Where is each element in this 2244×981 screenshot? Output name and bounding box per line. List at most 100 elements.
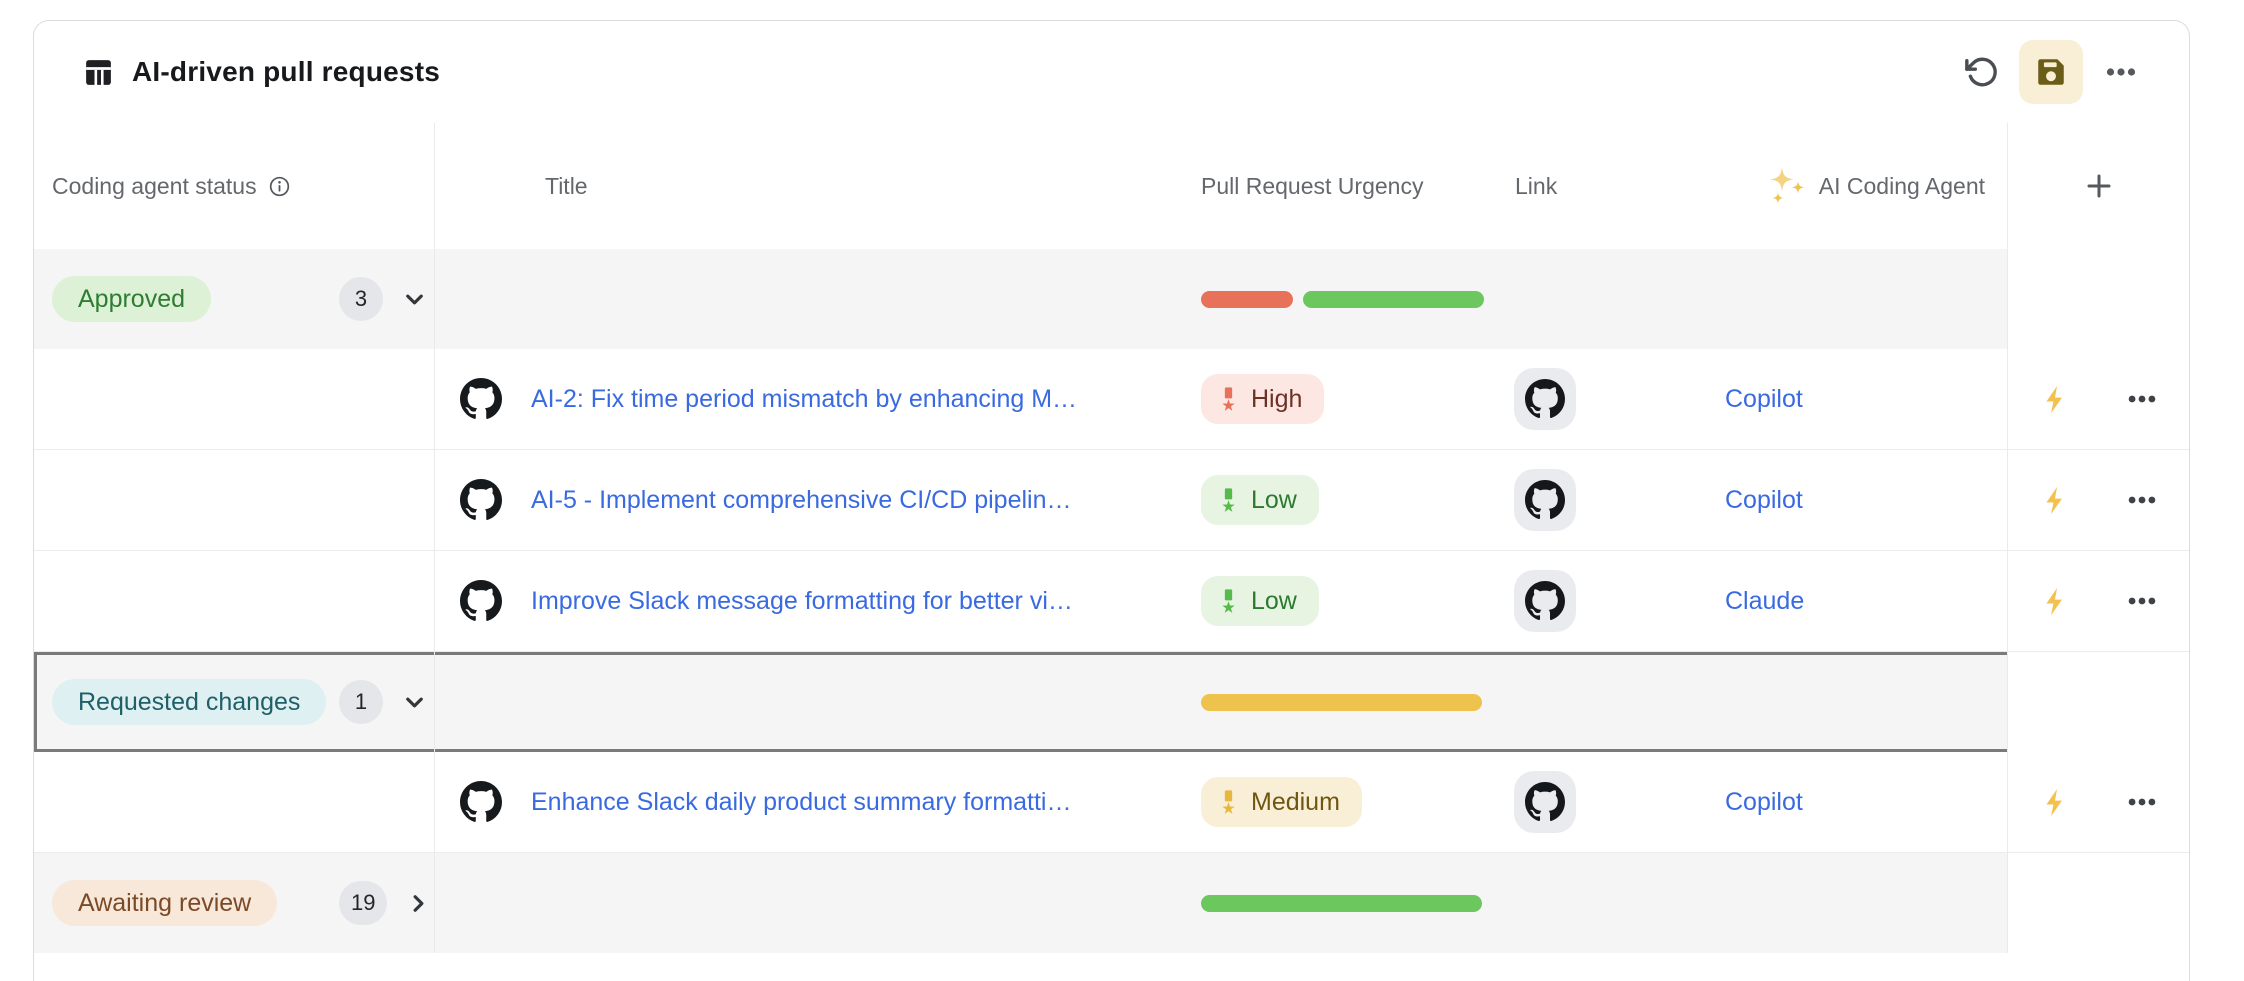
link-cell bbox=[1500, 752, 1625, 852]
table-row[interactable]: AI-2: Fix time period mismatch by enhanc… bbox=[34, 349, 2189, 450]
title-cell: AI-5 - Implement comprehensive CI/CD pip… bbox=[435, 450, 1185, 550]
row-menu-button[interactable] bbox=[2122, 379, 2162, 419]
link-cell bbox=[1500, 349, 1625, 449]
link-cell bbox=[1500, 450, 1625, 550]
agent-link[interactable]: Copilot bbox=[1725, 384, 1803, 413]
empty-cell bbox=[34, 752, 435, 852]
pr-title-link[interactable]: AI-5 - Implement comprehensive CI/CD pip… bbox=[531, 485, 1072, 514]
row-menu-button[interactable] bbox=[2122, 480, 2162, 520]
github-icon bbox=[1525, 581, 1565, 621]
group-row-approved[interactable]: Approved 3 bbox=[34, 249, 2189, 349]
column-header-agent[interactable]: AI Coding Agent bbox=[1625, 123, 2007, 249]
github-link-chip[interactable] bbox=[1513, 570, 1576, 632]
github-link-chip[interactable] bbox=[1513, 368, 1576, 430]
agent-link[interactable]: Copilot bbox=[1725, 485, 1803, 514]
table-row[interactable]: Enhance Slack daily product summary form… bbox=[34, 752, 2189, 853]
empty-cell bbox=[435, 652, 1185, 752]
urgency-summary-cell bbox=[1185, 853, 1500, 953]
column-header-status[interactable]: Coding agent status bbox=[34, 123, 435, 249]
urgency-cell[interactable]: High bbox=[1185, 349, 1500, 449]
row-actions-cell bbox=[2007, 551, 2189, 651]
table-menu-button[interactable] bbox=[2093, 44, 2149, 100]
agent-cell: Copilot bbox=[1625, 450, 2007, 550]
table-row[interactable]: Improve Slack message formatting for bet… bbox=[34, 551, 2189, 652]
github-icon bbox=[1525, 379, 1565, 419]
column-header-link-label: Link bbox=[1515, 172, 1558, 199]
group-count: 1 bbox=[339, 680, 383, 724]
row-action-button[interactable] bbox=[2036, 379, 2076, 419]
github-icon bbox=[460, 378, 502, 420]
urgency-cell[interactable]: Medium bbox=[1185, 752, 1500, 852]
github-icon bbox=[460, 479, 502, 521]
card-header: AI-driven pull requests bbox=[34, 21, 2189, 123]
column-header-title-label: Title bbox=[545, 172, 588, 199]
group-status-cell: Approved 3 bbox=[34, 249, 435, 349]
empty-cell bbox=[435, 249, 1185, 349]
undo-button[interactable] bbox=[1953, 44, 2009, 100]
ellipsis-icon bbox=[2125, 584, 2159, 618]
empty-cell bbox=[34, 349, 435, 449]
agent-link[interactable]: Claude bbox=[1725, 586, 1805, 615]
pr-title-link[interactable]: AI-2: Fix time period mismatch by enhanc… bbox=[531, 384, 1078, 413]
urgency-badge: High bbox=[1201, 374, 1325, 424]
pr-title-link[interactable]: Improve Slack message formatting for bet… bbox=[531, 586, 1073, 615]
urgency-badge: Low bbox=[1201, 576, 1319, 626]
ellipsis-icon bbox=[2125, 785, 2159, 819]
column-header-row: Coding agent status Title Pull Request U… bbox=[34, 123, 2189, 249]
lightning-icon bbox=[2040, 384, 2071, 415]
row-actions-cell bbox=[2007, 752, 2189, 852]
column-header-link[interactable]: Link bbox=[1500, 123, 1625, 249]
urgency-badge: Low bbox=[1201, 475, 1319, 525]
title-cell: AI-2: Fix time period mismatch by enhanc… bbox=[435, 349, 1185, 449]
link-cell bbox=[1500, 551, 1625, 651]
status-badge-approved: Approved bbox=[52, 276, 212, 322]
header-actions bbox=[1953, 40, 2149, 104]
column-header-urgency-label: Pull Request Urgency bbox=[1201, 172, 1424, 199]
group-row-awaiting-review[interactable]: Awaiting review 19 bbox=[34, 853, 2189, 953]
urgency-distribution-bar bbox=[1201, 290, 1293, 308]
title-cell: Improve Slack message formatting for bet… bbox=[435, 551, 1185, 651]
pr-title-link[interactable]: Enhance Slack daily product summary form… bbox=[531, 787, 1072, 816]
column-header-title[interactable]: Title bbox=[435, 123, 1185, 249]
group-count: 19 bbox=[339, 881, 388, 925]
chevron-down-icon[interactable] bbox=[401, 286, 428, 313]
github-link-chip[interactable] bbox=[1513, 771, 1576, 833]
chevron-down-icon[interactable] bbox=[401, 689, 428, 716]
github-icon bbox=[460, 781, 502, 823]
row-menu-button[interactable] bbox=[2122, 782, 2162, 822]
urgency-distribution-bar bbox=[1303, 290, 1484, 308]
agent-cell: Copilot bbox=[1625, 752, 2007, 852]
add-column-button[interactable] bbox=[2077, 164, 2121, 208]
empty-cell bbox=[1500, 652, 1625, 752]
empty-cell bbox=[435, 853, 1185, 953]
urgency-cell[interactable]: Low bbox=[1185, 551, 1500, 651]
lightning-icon bbox=[2040, 586, 2071, 617]
github-icon bbox=[1525, 782, 1565, 822]
github-link-chip[interactable] bbox=[1513, 469, 1576, 531]
ellipsis-icon bbox=[2125, 382, 2159, 416]
add-column-cell bbox=[2007, 123, 2189, 249]
agent-link[interactable]: Copilot bbox=[1725, 787, 1803, 816]
row-action-button[interactable] bbox=[2036, 581, 2076, 621]
urgency-cell[interactable]: Low bbox=[1185, 450, 1500, 550]
empty-cell bbox=[34, 551, 435, 651]
empty-cell bbox=[1500, 249, 1625, 349]
medal-icon bbox=[1215, 386, 1242, 413]
info-icon[interactable] bbox=[268, 175, 291, 198]
save-button[interactable] bbox=[2019, 40, 2083, 104]
save-floppy-icon bbox=[2034, 55, 2068, 89]
group-row-requested-changes[interactable]: Requested changes 1 bbox=[34, 652, 2189, 752]
row-menu-button[interactable] bbox=[2122, 581, 2162, 621]
plus-icon bbox=[2084, 171, 2114, 201]
table-row[interactable]: AI-5 - Implement comprehensive CI/CD pip… bbox=[34, 450, 2189, 551]
pull-requests-table-card: AI-driven pull requests Coding agent sta… bbox=[33, 20, 2190, 981]
row-action-button[interactable] bbox=[2036, 782, 2076, 822]
column-header-urgency[interactable]: Pull Request Urgency bbox=[1185, 123, 1500, 249]
chevron-right-icon[interactable] bbox=[405, 890, 432, 917]
urgency-badge: Medium bbox=[1201, 777, 1362, 827]
row-actions-cell bbox=[2007, 450, 2189, 550]
urgency-summary-cell bbox=[1185, 652, 1500, 752]
row-action-button[interactable] bbox=[2036, 480, 2076, 520]
empty-cell bbox=[2007, 249, 2189, 349]
status-badge-awaiting-review: Awaiting review bbox=[52, 880, 278, 926]
